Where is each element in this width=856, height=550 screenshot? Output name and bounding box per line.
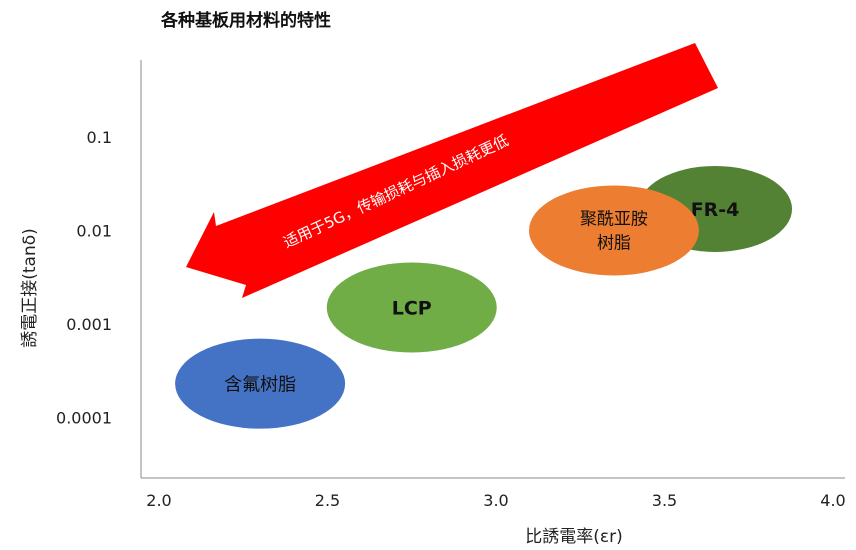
y-tick-label: 0.001 [66, 315, 112, 334]
x-tick-label: 2.5 [315, 491, 340, 510]
trend-arrow-shape [186, 43, 718, 298]
y-tick-label: 0.01 [76, 222, 112, 241]
bubble-label: 树脂 [597, 234, 631, 254]
y-axis-label: 誘電正接(tanδ) [20, 228, 40, 348]
x-tick-label: 4.0 [820, 491, 845, 510]
bubble-label: FR-4 [691, 199, 740, 221]
bubble-label: 含氟树脂 [224, 375, 296, 396]
chart-title: 各种基板用材料的特性 [160, 10, 331, 31]
y-tick-label: 0.0001 [56, 409, 112, 428]
bubble-shape [528, 185, 699, 276]
bubble-LCP: LCP [326, 262, 497, 353]
y-tick-labels: 0.1 0.01 0.001 0.0001 [56, 128, 112, 428]
bubble-label: 聚酰亚胺 [580, 210, 648, 230]
x-tick-label: 3.5 [652, 491, 677, 510]
x-tick-labels: 2.0 2.5 3.0 3.5 4.0 [146, 491, 845, 510]
bubble-shape [175, 338, 346, 429]
x-axis-label: 比誘電率(εr) [525, 527, 622, 547]
x-tick-label: 2.0 [146, 491, 171, 510]
x-tick-label: 3.0 [483, 491, 508, 510]
bubble-含氟树脂: 含氟树脂 [175, 338, 346, 429]
y-tick-label: 0.1 [87, 128, 112, 147]
plot-area [140, 60, 845, 479]
bubble-shape [326, 262, 497, 353]
bubble-label: LCP [392, 298, 432, 320]
